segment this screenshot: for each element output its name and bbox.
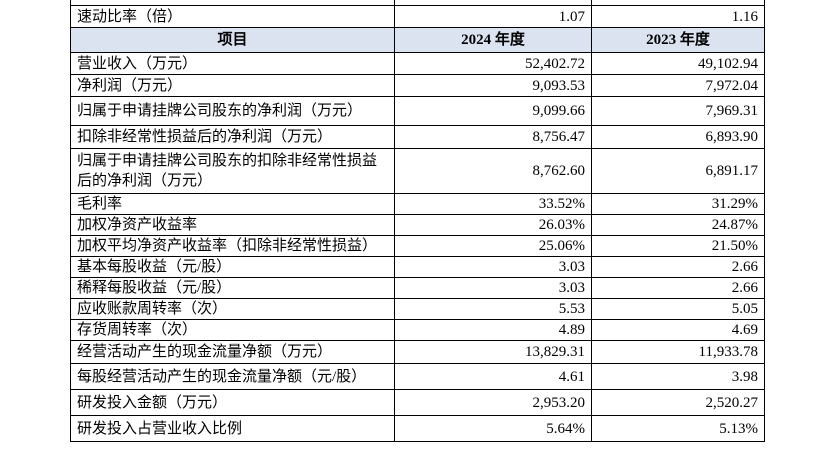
label-cell: 扣除非经常性损益后的净利润（万元） — [70, 125, 395, 149]
label-cell: 经营活动产生的现金流量净额（万元） — [70, 340, 395, 364]
label-cell: 净利润（万元） — [70, 74, 395, 97]
label-cell: 加权净资产收益率 — [70, 214, 395, 236]
value-cell: 33.52% — [394, 193, 592, 215]
value-cell: 52,402.72 — [394, 52, 592, 75]
value-cell: 9,099.66 — [394, 96, 592, 126]
value-cell: 9,093.53 — [394, 74, 592, 97]
table-row: 稀释每股收益（元/股） 3.03 2.66 — [70, 277, 765, 299]
label-cell: 应收账款周转率（次） — [70, 298, 395, 320]
table-row: 存货周转率（次） 4.89 4.69 — [70, 319, 765, 341]
value-cell: 2024 年度 — [394, 27, 592, 53]
value-cell: 2,520.27 — [591, 389, 765, 416]
table-row: 应收账款周转率（次） 5.53 5.05 — [70, 298, 765, 320]
table-body: 速动比率（倍） 1.07 1.16 项目 2024 年度 2023 年度 营业收入（万元） 5… — [70, 0, 765, 442]
value-cell: 2.66 — [591, 277, 765, 299]
value-cell: 5.64% — [394, 415, 592, 442]
label-cell: 营业收入（万元） — [70, 52, 395, 75]
table-row: 扣除非经常性损益后的净利润（万元） 8,756.47 6,893.90 — [70, 125, 765, 149]
value-cell: 8,762.60 — [394, 148, 592, 194]
value-cell: 2023 年度 — [591, 27, 765, 53]
table-row: 加权净资产收益率 26.03% 24.87% — [70, 214, 765, 236]
value-cell: 7,969.31 — [591, 96, 765, 126]
value-cell: 13,829.31 — [394, 340, 592, 364]
value-cell: 49,102.94 — [591, 52, 765, 75]
table-row: 研发投入占营业收入比例 5.64% 5.13% — [70, 415, 765, 442]
label-cell: 每股经营活动产生的现金流量净额（元/股） — [70, 363, 395, 390]
value-cell: 21.50% — [591, 235, 765, 257]
financial-table: 速动比率（倍） 1.07 1.16 项目 2024 年度 2023 年度 营业收入（万元） 5… — [70, 0, 765, 442]
table-row: 归属于申请挂牌公司股东的净利润（万元） 9,099.66 7,969.31 — [70, 96, 765, 126]
value-cell: 31.29% — [591, 193, 765, 215]
label-cell: 基本每股收益（元/股） — [70, 256, 395, 278]
value-cell: 1.16 — [591, 5, 765, 28]
value-cell: 5.53 — [394, 298, 592, 320]
label-cell: 加权平均净资产收益率（扣除非经常性损益） — [70, 235, 395, 257]
value-cell: 26.03% — [394, 214, 592, 236]
value-cell: 2,953.20 — [394, 389, 592, 416]
label-cell: 研发投入金额（万元） — [70, 389, 395, 416]
label-cell: 速动比率（倍） — [70, 5, 395, 28]
value-cell: 1.07 — [394, 5, 592, 28]
table-row: 营业收入（万元） 52,402.72 49,102.94 — [70, 52, 765, 75]
label-cell: 稀释每股收益（元/股） — [70, 277, 395, 299]
value-cell: 7,972.04 — [591, 74, 765, 97]
value-cell: 3.98 — [591, 363, 765, 390]
header-row: 项目 2024 年度 2023 年度 — [70, 27, 765, 53]
value-cell: 6,891.17 — [591, 148, 765, 194]
value-cell: 4.61 — [394, 363, 592, 390]
table-row: 归属于申请挂牌公司股东的扣除非经常性损益后的净利润（万元） 8,762.60 6,8… — [70, 148, 765, 194]
label-cell: 归属于申请挂牌公司股东的净利润（万元） — [70, 96, 395, 126]
value-cell: 25.06% — [394, 235, 592, 257]
value-cell: 5.13% — [591, 415, 765, 442]
table-row: 加权平均净资产收益率（扣除非经常性损益） 25.06% 21.50% — [70, 235, 765, 257]
value-cell: 3.03 — [394, 256, 592, 278]
value-cell: 2.66 — [591, 256, 765, 278]
table-row: 净利润（万元） 9,093.53 7,972.04 — [70, 74, 765, 97]
label-cell: 存货周转率（次） — [70, 319, 395, 341]
label-cell: 研发投入占营业收入比例 — [70, 415, 395, 442]
table-row: 研发投入金额（万元） 2,953.20 2,520.27 — [70, 389, 765, 416]
value-cell: 8,756.47 — [394, 125, 592, 149]
table-row: 毛利率 33.52% 31.29% — [70, 193, 765, 215]
table-wrap: 速动比率（倍） 1.07 1.16 项目 2024 年度 2023 年度 营业收入（万元） 5… — [70, 0, 765, 442]
value-cell: 3.03 — [394, 277, 592, 299]
label-cell: 毛利率 — [70, 193, 395, 215]
value-cell: 4.69 — [591, 319, 765, 341]
value-cell: 11,933.78 — [591, 340, 765, 364]
table-row: 每股经营活动产生的现金流量净额（元/股） 4.61 3.98 — [70, 363, 765, 390]
value-cell: 24.87% — [591, 214, 765, 236]
table-row: 经营活动产生的现金流量净额（万元） 13,829.31 11,933.78 — [70, 340, 765, 364]
table-row: 速动比率（倍） 1.07 1.16 — [70, 5, 765, 28]
label-cell: 项目 — [70, 27, 395, 53]
label-cell: 归属于申请挂牌公司股东的扣除非经常性损益后的净利润（万元） — [70, 148, 395, 194]
value-cell: 6,893.90 — [591, 125, 765, 149]
value-cell: 4.89 — [394, 319, 592, 341]
table-row: 基本每股收益（元/股） 3.03 2.66 — [70, 256, 765, 278]
value-cell: 5.05 — [591, 298, 765, 320]
